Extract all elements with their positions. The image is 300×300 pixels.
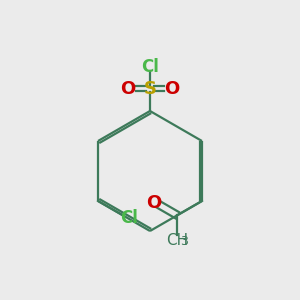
Text: S: S	[143, 80, 157, 98]
Text: O: O	[121, 80, 136, 98]
Text: Cl: Cl	[141, 58, 159, 76]
Text: O: O	[146, 194, 161, 212]
Text: 3: 3	[181, 235, 188, 248]
Text: Cl: Cl	[120, 209, 138, 227]
Text: O: O	[164, 80, 179, 98]
Text: CH: CH	[166, 233, 188, 248]
